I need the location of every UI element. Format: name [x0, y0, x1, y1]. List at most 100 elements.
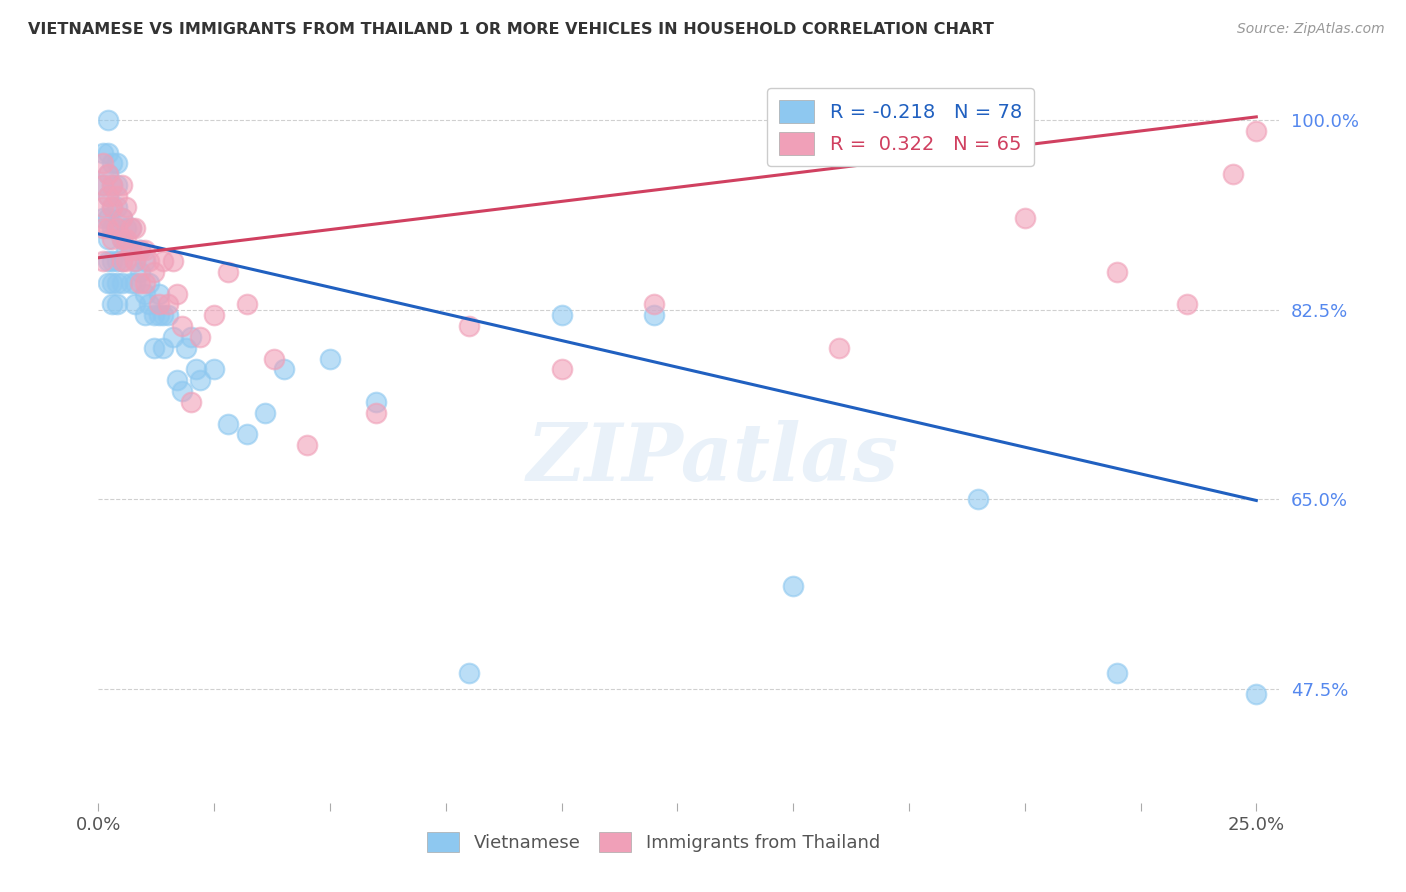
Point: [120, 221, 142, 235]
Point: [235, 427, 257, 442]
Point: [101, 232, 124, 246]
Point: [110, 211, 132, 225]
Point: [170, 384, 193, 398]
Text: ZIPatlas: ZIPatlas: [526, 420, 898, 498]
Point: [180, 330, 202, 344]
Point: [273, 362, 295, 376]
Point: [101, 156, 124, 170]
Point: [97, 211, 120, 225]
Point: [105, 189, 128, 203]
Point: [176, 341, 198, 355]
Point: [120, 221, 142, 235]
Point: [91, 156, 114, 170]
Point: [105, 200, 128, 214]
Point: [828, 341, 851, 355]
Point: [134, 243, 156, 257]
Point: [97, 276, 120, 290]
Point: [1107, 265, 1129, 279]
Point: [148, 286, 170, 301]
Point: [124, 297, 146, 311]
Point: [91, 145, 114, 160]
Point: [134, 276, 156, 290]
Point: [217, 417, 239, 431]
Point: [115, 243, 138, 257]
Point: [152, 341, 174, 355]
Point: [120, 243, 142, 257]
Point: [1175, 297, 1198, 311]
Point: [202, 362, 225, 376]
Point: [148, 308, 170, 322]
Point: [101, 221, 124, 235]
Point: [91, 221, 114, 235]
Point: [550, 362, 572, 376]
Text: Source: ZipAtlas.com: Source: ZipAtlas.com: [1237, 22, 1385, 37]
Point: [120, 243, 142, 257]
Point: [97, 113, 120, 128]
Point: [101, 178, 124, 193]
Point: [138, 276, 160, 290]
Point: [166, 373, 188, 387]
Point: [170, 318, 193, 333]
Point: [152, 308, 174, 322]
Point: [101, 276, 124, 290]
Point: [1246, 124, 1268, 138]
Point: [143, 265, 166, 279]
Legend: Vietnamese, Immigrants from Thailand: Vietnamese, Immigrants from Thailand: [420, 824, 887, 860]
Point: [643, 308, 665, 322]
Point: [366, 395, 388, 409]
Point: [263, 351, 285, 366]
Point: [105, 276, 128, 290]
Text: VIETNAMESE VS IMMIGRANTS FROM THAILAND 1 OR MORE VEHICLES IN HOUSEHOLD CORRELATI: VIETNAMESE VS IMMIGRANTS FROM THAILAND 1…: [28, 22, 994, 37]
Point: [124, 221, 146, 235]
Point: [97, 167, 120, 181]
Point: [110, 254, 132, 268]
Point: [124, 254, 146, 268]
Point: [550, 308, 572, 322]
Point: [105, 221, 128, 235]
Point: [782, 579, 804, 593]
Point: [105, 297, 128, 311]
Point: [166, 286, 188, 301]
Point: [458, 318, 481, 333]
Point: [110, 178, 132, 193]
Point: [101, 254, 124, 268]
Point: [129, 243, 152, 257]
Point: [1014, 211, 1036, 225]
Point: [115, 200, 138, 214]
Point: [97, 145, 120, 160]
Point: [254, 406, 277, 420]
Point: [217, 265, 239, 279]
Point: [115, 232, 138, 246]
Point: [295, 438, 318, 452]
Point: [105, 156, 128, 170]
Point: [91, 254, 114, 268]
Point: [110, 232, 132, 246]
Point: [91, 211, 114, 225]
Point: [120, 276, 142, 290]
Point: [162, 330, 184, 344]
Point: [134, 308, 156, 322]
Point: [124, 276, 146, 290]
Point: [180, 395, 202, 409]
Point: [115, 221, 138, 235]
Point: [110, 211, 132, 225]
Point: [91, 178, 114, 193]
Point: [101, 200, 124, 214]
Point: [134, 254, 156, 268]
Point: [110, 232, 132, 246]
Point: [235, 297, 257, 311]
Point: [319, 351, 342, 366]
Point: [188, 373, 211, 387]
Point: [115, 254, 138, 268]
Point: [188, 330, 211, 344]
Point: [143, 308, 166, 322]
Point: [129, 243, 152, 257]
Point: [202, 308, 225, 322]
Point: [97, 221, 120, 235]
Point: [101, 200, 124, 214]
Point: [643, 297, 665, 311]
Point: [105, 221, 128, 235]
Point: [110, 254, 132, 268]
Point: [152, 254, 174, 268]
Point: [105, 254, 128, 268]
